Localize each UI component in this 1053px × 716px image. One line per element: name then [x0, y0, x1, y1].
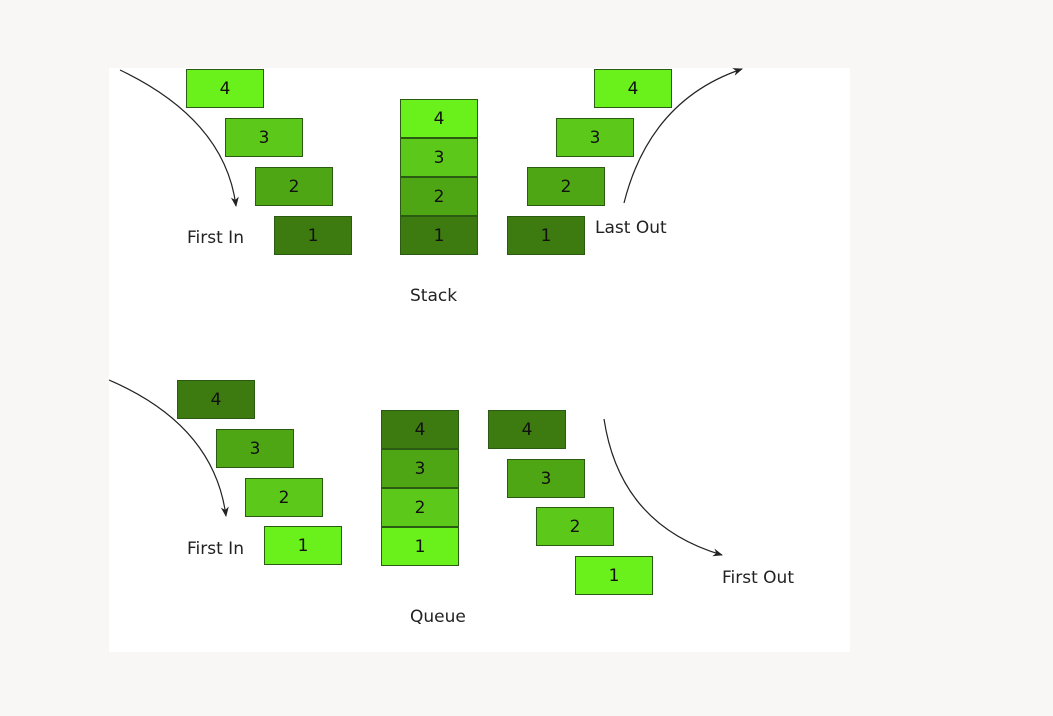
queue-first-out-label: First Out: [722, 568, 795, 588]
stack-outgoing-box-3: 3: [556, 118, 634, 157]
stack-incoming-box-2: 2: [255, 167, 333, 206]
queue-column-box-2: 2: [381, 488, 459, 527]
queue-incoming-box-3: 3: [216, 429, 294, 468]
queue-column-box-3: 3: [381, 449, 459, 488]
stack-last-out-label: Last Out: [595, 218, 667, 238]
stack-incoming-box-4: 4: [186, 69, 264, 108]
stack-column-box-4: 4: [400, 99, 478, 138]
queue-incoming-box-1: 1: [264, 526, 342, 565]
queue-incoming-box-4: 4: [177, 380, 255, 419]
stack-outgoing-box-2: 2: [527, 167, 605, 206]
queue-outgoing-box-2: 2: [536, 507, 614, 546]
stack-column-box-2: 2: [400, 177, 478, 216]
stack-first-in-label: First In: [187, 228, 244, 248]
stack-outgoing-box-1: 1: [507, 216, 585, 255]
stack-title: Stack: [410, 286, 458, 306]
stack-incoming-box-3: 3: [225, 118, 303, 157]
queue-column-box-1: 1: [381, 527, 459, 566]
stack-incoming-box-1: 1: [274, 216, 352, 255]
queue-first-in-label: First In: [187, 539, 244, 559]
queue-incoming-box-2: 2: [245, 478, 323, 517]
queue-outgoing-box-4: 4: [488, 410, 566, 449]
queue-column-box-4: 4: [381, 410, 459, 449]
queue-outgoing-box-1: 1: [575, 556, 653, 595]
queue-outgoing-box-3: 3: [507, 459, 585, 498]
queue-title: Queue: [410, 607, 466, 627]
diagram-panel: [109, 68, 850, 652]
stack-column-box-3: 3: [400, 138, 478, 177]
stack-column-box-1: 1: [400, 216, 478, 255]
stack-outgoing-box-4: 4: [594, 69, 672, 108]
